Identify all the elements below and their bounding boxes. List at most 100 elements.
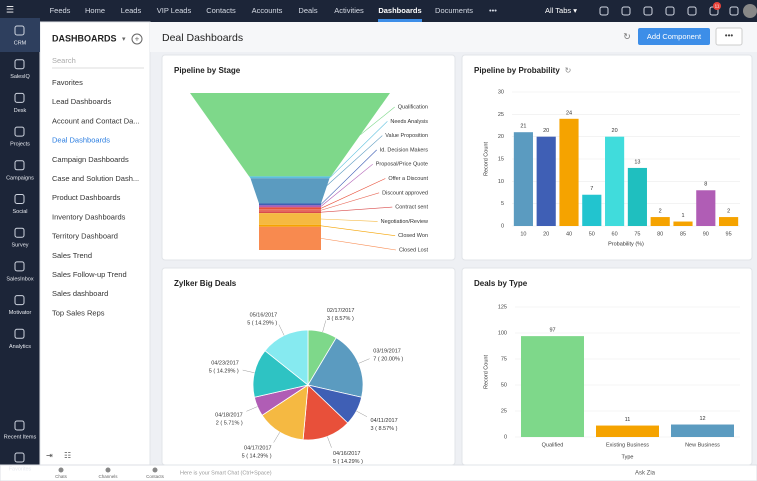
chart-title: Deals by Type [474, 279, 528, 288]
sidebar-collapse[interactable]: ⇥ [46, 451, 53, 460]
nav-tab[interactable]: Documents [435, 6, 473, 15]
rail-icon[interactable] [14, 59, 25, 70]
nav-tab[interactable]: Deals [298, 6, 317, 15]
sidebar-search[interactable]: Search [52, 56, 76, 65]
footer-icon[interactable] [152, 467, 158, 473]
y-tick-label: 0 [501, 223, 504, 229]
rail-label[interactable]: CRM [14, 40, 27, 46]
smart-chat-input[interactable]: Here is your Smart Chat (Ctrl+Space) [180, 470, 272, 476]
x-tick-label: 60 [612, 231, 618, 237]
more-button[interactable] [715, 27, 743, 46]
sidebar-item[interactable]: Campaign Dashboards [52, 155, 129, 164]
refresh-chart-icon[interactable]: ↻ [565, 66, 572, 75]
sidebar-item[interactable]: Lead Dashboards [52, 97, 111, 106]
sidebar-item[interactable]: Territory Dashboard [52, 232, 118, 241]
rail-label[interactable]: Social [13, 209, 28, 215]
add-dashboard-icon[interactable] [131, 33, 143, 45]
value-label: 21 [520, 124, 526, 130]
slice-label: 05/16/2017 [250, 312, 278, 318]
nav-icon[interactable] [643, 6, 653, 16]
all-tabs[interactable]: All Tabs ▾ [545, 6, 577, 15]
menu-icon[interactable]: ☰ [6, 4, 14, 14]
leader-line [358, 358, 370, 364]
nav-tab[interactable]: ••• [489, 6, 497, 15]
refresh-icon[interactable]: ↻ [623, 31, 631, 41]
nav-icon[interactable] [621, 6, 631, 16]
ask-zia[interactable]: Ask Zia [635, 471, 656, 477]
y-tick-label: 25 [498, 112, 504, 118]
sidebar-item[interactable]: Inventory Dashboards [52, 212, 126, 221]
footer-item[interactable]: Contacts [146, 474, 165, 479]
footer-item[interactable]: Channels [98, 474, 118, 479]
footer-item[interactable]: Chats [55, 474, 68, 479]
sidebar-item[interactable]: Sales Trend [52, 251, 92, 260]
x-tick-label: 50 [589, 231, 595, 237]
more-dots[interactable]: ••• [725, 31, 734, 40]
rail-icon[interactable] [14, 227, 25, 238]
sidebar-item[interactable]: Sales Follow-up Trend [52, 270, 127, 279]
nav-tab[interactable]: Home [85, 6, 105, 15]
sidebar-item[interactable]: Favorites [52, 78, 83, 87]
slice-value-label: 3 ( 8.57% ) [327, 316, 354, 322]
rail-icon[interactable] [14, 25, 25, 36]
slice-label: 04/17/2017 [244, 445, 272, 451]
add-component-label[interactable]: Add Component [647, 32, 702, 41]
funnel-label: Needs Analysis [390, 119, 428, 125]
sidebar-item[interactable]: Sales dashboard [52, 289, 108, 298]
rail-label[interactable]: Analytics [9, 344, 31, 350]
rail-label[interactable]: Desk [14, 108, 27, 114]
rail-icon[interactable] [14, 261, 25, 272]
rail-label[interactable]: Motivator [9, 310, 32, 316]
add-dashboard-plus[interactable]: + [135, 35, 140, 44]
nav-icon[interactable] [729, 6, 739, 16]
nav-icon[interactable] [665, 6, 675, 16]
bar [627, 167, 647, 226]
sidebar-item[interactable]: Product Dashboards [52, 193, 121, 202]
nav-tab[interactable]: Feeds [50, 6, 71, 15]
x-tick-label: New Business [685, 442, 720, 448]
rail-label[interactable]: Campaigns [6, 175, 34, 181]
sidebar-item[interactable]: Deal Dashboards [52, 136, 110, 145]
footer-icon[interactable] [58, 467, 64, 473]
funnel-label: Closed Lost [399, 247, 429, 253]
rail-icon[interactable] [14, 328, 25, 339]
funnel-segment [259, 226, 321, 250]
rail-label[interactable]: Favorites [9, 466, 32, 472]
nav-tab[interactable]: Accounts [252, 6, 283, 15]
rail-icon[interactable] [14, 420, 25, 431]
nav-tab[interactable]: VIP Leads [157, 6, 192, 15]
nav-tab[interactable]: Dashboards [378, 6, 421, 15]
slice-value-label: 7 ( 20.00% ) [373, 357, 403, 363]
nav-tab[interactable]: Activities [334, 6, 364, 15]
funnel-segment [259, 209, 321, 212]
avatar[interactable] [743, 4, 757, 18]
sidebar-list-icon[interactable]: ☷ [64, 451, 71, 460]
nav-tab[interactable]: Leads [121, 6, 142, 15]
rail-icon[interactable] [14, 92, 25, 103]
nav-icon[interactable] [599, 6, 609, 16]
footer-icon[interactable] [105, 467, 111, 473]
sidebar-item[interactable]: Account and Contact Da... [52, 116, 140, 125]
leader-line [320, 163, 373, 207]
rail-label[interactable]: SalesInbox [6, 276, 33, 282]
funnel-segment [259, 211, 321, 214]
nav-tab[interactable]: Contacts [206, 6, 236, 15]
bar [582, 194, 602, 226]
sidebar-item[interactable]: Top Sales Reps [52, 308, 105, 317]
rail-icon[interactable] [14, 126, 25, 137]
rail-label[interactable]: SalesIQ [10, 74, 30, 80]
nav-icon[interactable] [687, 6, 697, 16]
sidebar-dropdown[interactable]: ▾ [122, 36, 126, 43]
y-tick-label: 30 [498, 89, 504, 95]
rail-label[interactable]: Recent Items [4, 434, 37, 440]
rail-icon[interactable] [14, 295, 25, 306]
rail-icon[interactable] [14, 194, 25, 204]
add-component-button[interactable] [638, 28, 710, 45]
rail-label[interactable]: Projects [10, 142, 30, 148]
rail-label[interactable]: Survey [11, 243, 28, 249]
rail-icon[interactable] [14, 452, 25, 463]
slice-value-label: 5 ( 14.29% ) [333, 459, 363, 465]
rail-icon[interactable] [14, 160, 25, 171]
sidebar-item[interactable]: Case and Solution Dash... [52, 174, 139, 183]
funnel-label: Value Proposition [385, 133, 428, 139]
